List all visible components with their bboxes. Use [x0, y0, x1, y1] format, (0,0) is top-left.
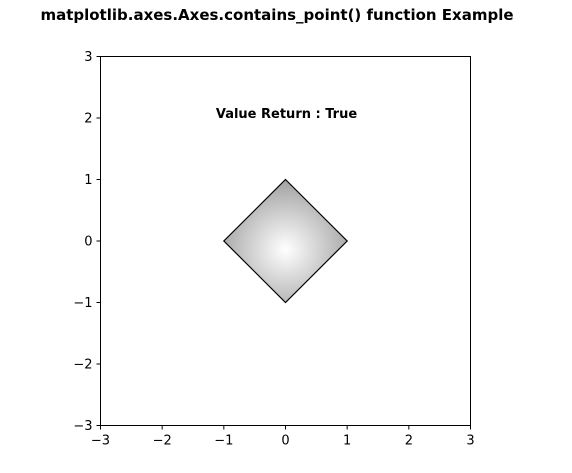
y-tick-label: 3: [84, 50, 92, 65]
y-axis: −3 −2 −1 0 1 2 3: [73, 50, 101, 434]
x-tick-label: 2: [405, 434, 413, 449]
x-tick-label: −1: [214, 434, 233, 449]
x-tick-label: −3: [91, 434, 110, 449]
y-tick-label: 0: [84, 235, 92, 250]
shape-layer: [222, 178, 349, 304]
x-tick-label: 3: [466, 434, 474, 449]
y-tick-label: −2: [73, 358, 92, 373]
x-tick-label: 1: [343, 434, 351, 449]
y-tick-label: −1: [73, 296, 92, 311]
diamond-patch: [222, 178, 349, 304]
x-tick-label: 0: [281, 434, 289, 449]
annotation-text: Value Return : True: [216, 107, 357, 122]
annotation-layer: Value Return : True: [216, 107, 357, 122]
y-tick-label: 1: [84, 173, 92, 188]
x-axis: −3 −2 −1 0 1 2 3: [91, 425, 475, 449]
y-tick-label: −3: [73, 419, 92, 434]
x-tick-label: −2: [153, 434, 172, 449]
chart-title: matplotlib.axes.Axes.contains_point() fu…: [40, 6, 513, 24]
y-tick-label: 2: [84, 112, 92, 127]
